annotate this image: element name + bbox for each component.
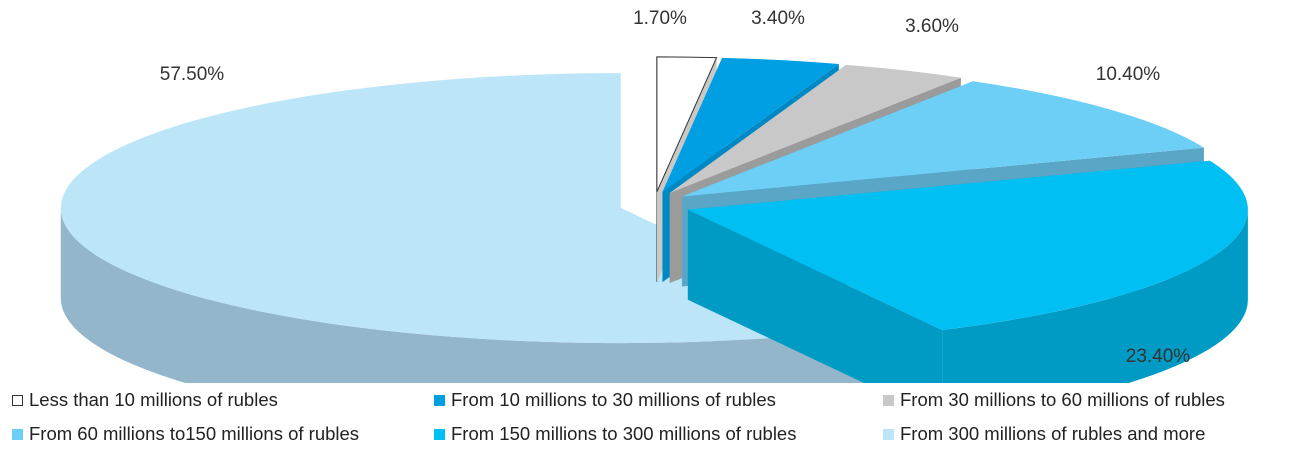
pie-group (60, 56, 1248, 383)
legend-item: From 10 millions to 30 millions of ruble… (434, 389, 776, 411)
pie-chart: 1.70% 3.40% 3.60% 10.40% 23.40% 57.50% (60, 8, 1248, 383)
slice-wall (687, 209, 943, 383)
slice-side (942, 209, 1248, 383)
data-label: 3.40% (751, 8, 805, 29)
data-label: 23.40% (1126, 346, 1191, 367)
legend-label: From 150 millions to 300 millions of rub… (451, 423, 797, 444)
data-label: 10.40% (1096, 64, 1161, 85)
legend-label: From 60 millions to150 millions of ruble… (29, 423, 360, 444)
data-label: 1.70% (633, 8, 687, 29)
legend-swatch (883, 394, 894, 406)
data-label: 57.50% (160, 64, 225, 85)
slice-side (60, 208, 876, 383)
slice-top (681, 81, 1204, 197)
legend-swatch (12, 394, 23, 406)
legend-label: From 300 millions of rubles and more (900, 423, 1206, 444)
legend-label: From 10 millions to 30 millions of ruble… (451, 389, 776, 410)
slice-top (662, 57, 839, 193)
legend-item: From 300 millions of rubles and more (883, 423, 1205, 445)
legend-item: From 150 millions to 300 millions of rub… (434, 423, 796, 445)
legend-swatch (434, 428, 445, 440)
legend-item: From 30 millions to 60 millions of ruble… (883, 389, 1225, 411)
legend-swatch (434, 394, 445, 406)
legend: Less than 10 millions of rubles From 10 … (0, 383, 1300, 450)
legend-label: Less than 10 millions of rubles (29, 389, 278, 410)
pie-slice (687, 160, 1248, 383)
legend-label: From 30 millions to 60 millions of ruble… (900, 389, 1225, 410)
legend-swatch (883, 428, 894, 440)
legend-swatch (12, 428, 23, 440)
slice-top (656, 56, 718, 193)
legend-item: Less than 10 millions of rubles (12, 389, 278, 411)
slice-top (669, 64, 961, 194)
data-label: 3.60% (905, 16, 959, 37)
slice-top (687, 160, 1248, 330)
legend-item: From 60 millions to150 millions of ruble… (12, 423, 359, 445)
